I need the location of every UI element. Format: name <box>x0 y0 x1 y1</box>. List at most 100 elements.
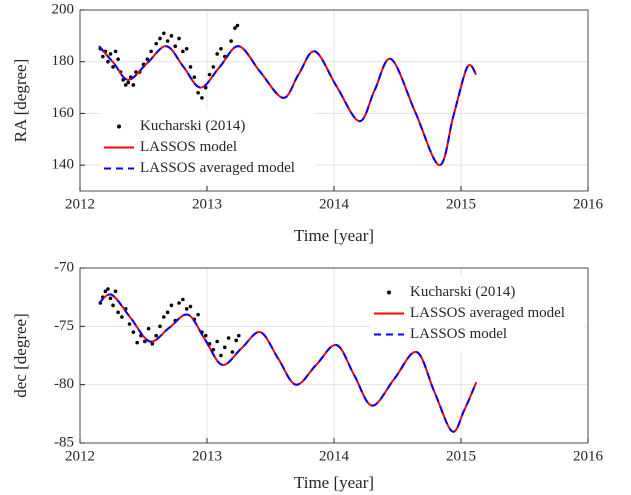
data-point <box>142 339 147 344</box>
x-tick-label: 2015 <box>446 448 476 464</box>
data-point <box>192 75 197 80</box>
data-point <box>162 315 166 319</box>
data-point <box>101 54 105 59</box>
y-axis-label: RA [degree] <box>11 59 30 143</box>
data-point <box>230 350 235 354</box>
data-point <box>233 26 237 30</box>
legend-label: LASSOS model <box>140 139 237 155</box>
y-axis-label: dec [degree] <box>11 313 30 397</box>
data-point <box>219 46 223 51</box>
subplot: 2012 2013 2014 2015 2016 140 160 180 200 Time [ye… <box>11 1 604 244</box>
data-point <box>120 315 124 319</box>
data-point <box>154 41 158 46</box>
data-point <box>111 65 115 69</box>
x-tick-label: 2013 <box>192 448 222 464</box>
y-tick-label: -85 <box>54 434 74 450</box>
data-point <box>158 324 162 329</box>
legend: Kucharski (2014) LASSOS model LASSOS avera… <box>100 110 315 185</box>
data-point <box>203 333 208 338</box>
legend-label: Kucharski (2014) <box>140 118 245 134</box>
data-point <box>131 83 136 87</box>
subplot: 2012 2013 2014 2015 2016 -85 -80 -75 -70 Time [ye… <box>11 259 604 491</box>
data-point <box>177 301 181 305</box>
y-tick-label: -70 <box>54 259 74 275</box>
data-point <box>215 52 219 56</box>
data-point <box>188 304 193 309</box>
x-tick-label: 2013 <box>192 196 222 212</box>
data-point <box>165 39 170 43</box>
data-point <box>188 65 193 69</box>
data-point <box>219 353 223 358</box>
y-tick-label: 200 <box>52 1 75 17</box>
data-point <box>123 83 128 87</box>
data-point <box>196 90 200 95</box>
x-tick-label: 2012 <box>65 196 95 212</box>
x-tick-label: 2015 <box>446 196 476 212</box>
data-point <box>165 310 170 315</box>
x-axis-label: Time [year] <box>294 473 374 492</box>
x-tick-label: 2016 <box>573 196 604 212</box>
data-point <box>184 307 189 311</box>
y-tick-label: 180 <box>52 53 75 69</box>
data-point <box>131 330 136 334</box>
data-point <box>158 36 162 41</box>
data-point <box>211 347 216 352</box>
x-tick-label: 2014 <box>319 448 350 464</box>
data-point <box>184 46 189 51</box>
data-point <box>106 287 110 291</box>
x-tick-label: 2012 <box>65 448 95 464</box>
axes-box <box>79 9 589 192</box>
data-point <box>215 339 219 344</box>
data-point <box>200 96 204 100</box>
y-tick-label: 140 <box>52 157 75 173</box>
legend-label: LASSOS averaged model <box>410 305 565 321</box>
y-tick-label: -75 <box>54 318 74 334</box>
data-point <box>103 289 108 294</box>
legend-box <box>370 276 585 351</box>
data-point <box>234 338 239 343</box>
legend-box <box>100 110 315 185</box>
data-point <box>196 312 200 317</box>
data-point <box>113 289 118 294</box>
data-point <box>127 322 132 326</box>
x-tick-label: 2016 <box>573 448 604 464</box>
x-axis-label: Time [year] <box>294 226 374 245</box>
data-point <box>181 297 185 302</box>
data-point <box>235 23 240 28</box>
legend-label: Kucharski (2014) <box>410 284 515 300</box>
legend-marker <box>117 124 121 129</box>
legend: Kucharski (2014) LASSOS averaged model LAS… <box>370 276 585 351</box>
model-line <box>98 45 478 167</box>
data-point <box>154 333 158 338</box>
data-point <box>135 340 139 345</box>
data-point <box>181 49 185 54</box>
data-point <box>116 310 120 315</box>
data-point <box>146 326 151 331</box>
data-point <box>149 49 153 54</box>
data-point <box>106 59 110 64</box>
data-point <box>162 31 166 36</box>
data-point <box>177 36 181 41</box>
y-tick-label: -80 <box>54 376 74 392</box>
x-tick-label: 2014 <box>319 196 350 212</box>
data-point <box>169 34 174 38</box>
data-point <box>169 303 174 308</box>
data-point <box>229 39 233 43</box>
model-line <box>98 293 478 433</box>
data-point <box>211 65 216 69</box>
data-point <box>108 52 113 56</box>
data-point <box>150 342 155 346</box>
axes-box <box>79 267 589 444</box>
legend-label: LASSOS model <box>410 326 507 342</box>
data-point <box>222 345 227 350</box>
data-point <box>207 72 212 77</box>
data-point <box>226 336 231 340</box>
data-point <box>173 44 178 48</box>
data-point <box>236 333 241 338</box>
legend-label: LASSOS averaged model <box>140 160 295 176</box>
legend-marker <box>387 290 391 295</box>
y-tick-label: 160 <box>52 105 75 121</box>
data-point <box>111 303 115 308</box>
